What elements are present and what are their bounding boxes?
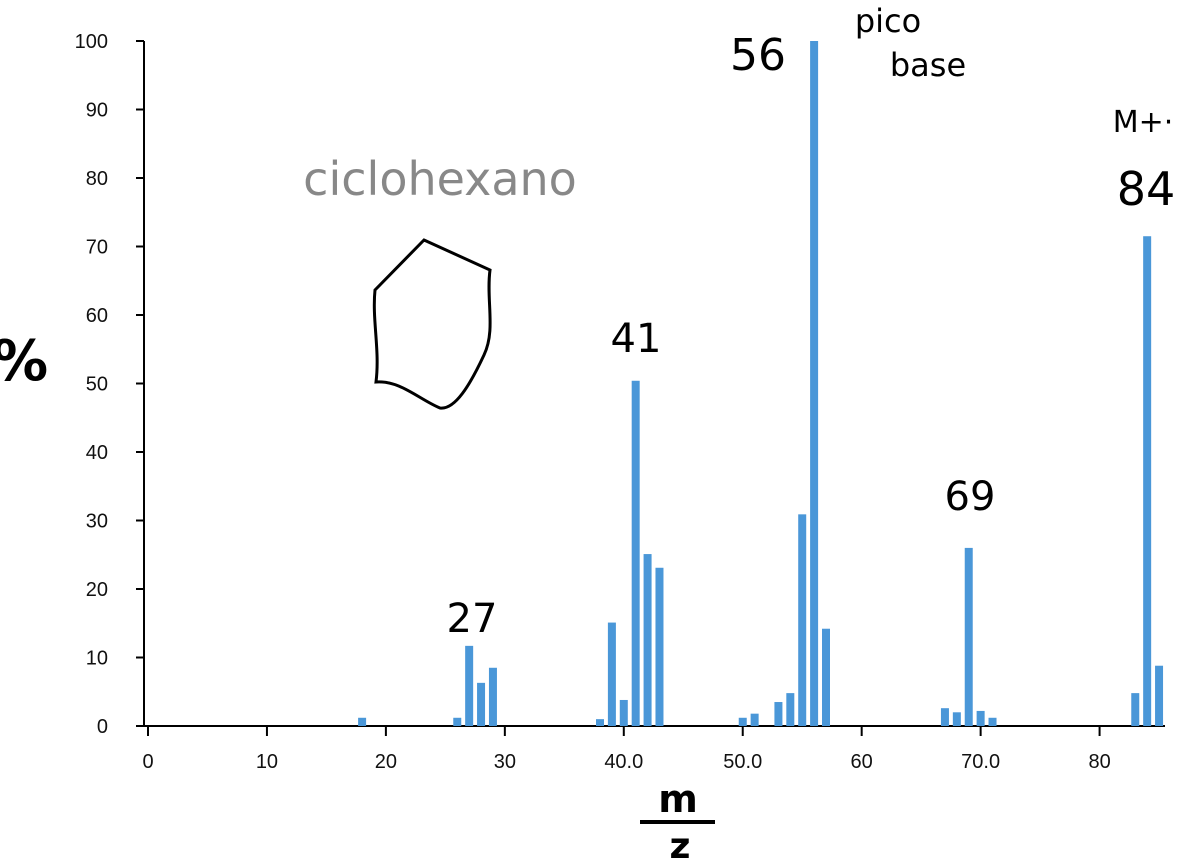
bar <box>607 622 616 726</box>
x-label-denominator: z <box>670 826 691 864</box>
x-tick-label: 70.0 <box>961 751 1000 773</box>
bar <box>358 717 367 726</box>
annotation: pico <box>855 2 921 40</box>
y-axis-label: % <box>0 329 48 394</box>
x-tick-label: 40.0 <box>604 751 643 773</box>
bar <box>738 717 747 726</box>
bar <box>750 713 759 726</box>
annotation: M+· <box>1113 105 1174 140</box>
bar <box>655 567 664 726</box>
y-tick-label: 30 <box>86 511 108 533</box>
y-tick-label: 20 <box>86 579 108 601</box>
y-tick-label: 40 <box>86 442 108 464</box>
x-tick-label: 10 <box>256 751 278 773</box>
annotation: 56 <box>730 30 786 81</box>
annotation: 84 <box>1117 162 1176 216</box>
bar <box>952 712 961 726</box>
y-tick-label: 50 <box>86 374 108 396</box>
bar <box>822 628 830 726</box>
bar <box>477 682 486 726</box>
y-tick-label: 0 <box>97 716 108 738</box>
y-tick-label: 70 <box>86 237 108 259</box>
bar <box>988 717 997 726</box>
x-tick-label: 50.0 <box>723 751 762 773</box>
annotation: 41 <box>611 316 662 362</box>
y-tick-label: 10 <box>86 648 108 670</box>
x-tick-label: 0 <box>142 751 153 773</box>
bar <box>643 554 652 726</box>
x-tick-label: 30 <box>494 751 516 773</box>
annotation: 27 <box>447 596 498 642</box>
bar <box>631 380 640 726</box>
bar <box>774 702 783 726</box>
bar <box>1131 693 1140 726</box>
x-tick-label: 80 <box>1088 751 1110 773</box>
annotation: ciclohexano <box>303 152 577 206</box>
bar <box>976 710 985 726</box>
bar <box>453 717 462 726</box>
hexagon-sketch <box>372 238 492 410</box>
y-tick-label: 90 <box>86 100 108 122</box>
x-label-numerator: m <box>658 777 698 821</box>
y-tick-label: 80 <box>86 168 108 190</box>
annotation: base <box>890 46 966 84</box>
bar <box>786 693 795 726</box>
bar <box>964 547 973 726</box>
x-tick-label: 60 <box>851 751 873 773</box>
bar <box>619 699 628 726</box>
x-tick-label: 20 <box>375 751 397 773</box>
bar <box>465 645 474 726</box>
y-tick-label: 60 <box>86 305 108 327</box>
bar <box>1155 665 1164 726</box>
bar <box>810 41 819 726</box>
bar <box>940 708 949 726</box>
bar <box>488 667 497 726</box>
bar <box>798 514 807 726</box>
annotation: 69 <box>945 474 996 520</box>
bar <box>596 719 604 726</box>
bar <box>1143 236 1152 726</box>
y-tick-label: 100 <box>75 31 108 53</box>
